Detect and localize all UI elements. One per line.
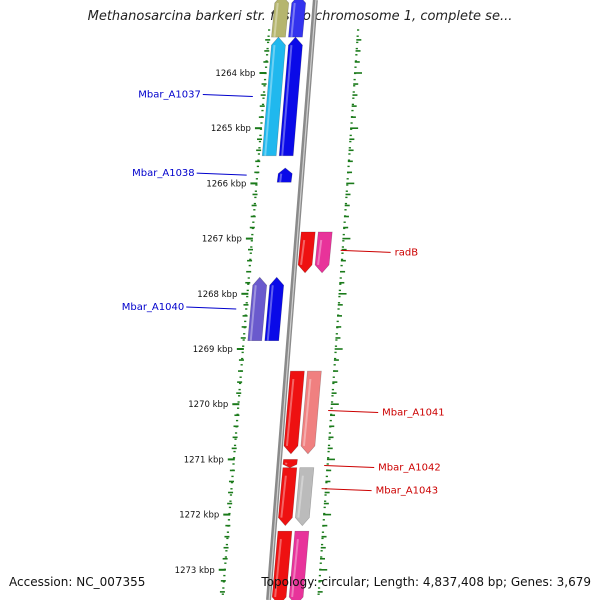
gene-Mbar_A1041-salmon[interactable] [300, 370, 322, 455]
gene-radB-pink[interactable] [314, 231, 333, 274]
gene-bottom-red[interactable] [271, 530, 293, 600]
gene-Mbar_A1038[interactable] [276, 167, 293, 183]
accession-text: Accession: NC_007355 [9, 575, 146, 589]
gene-label-radB[interactable]: radB [395, 247, 419, 258]
summary-text: Topology: circular; Length: 4,837,408 bp… [261, 575, 591, 589]
tick-label: 1264 kbp [215, 69, 255, 79]
label-layer: Mbar_A1037 Mbar_A1038 radB Mbar_A1040 Mbar_A… [122, 89, 445, 496]
gene-Mbar_A1041[interactable] [283, 370, 305, 455]
tick-label: 1271 kbp [184, 455, 224, 465]
tick-label: 1270 kbp [188, 400, 228, 410]
gene-label-Mbar_A1040[interactable]: Mbar_A1040 [122, 302, 185, 313]
gene-label-Mbar_A1042[interactable]: Mbar_A1042 [378, 463, 441, 474]
tick-label: 1265 kbp [211, 124, 251, 134]
backbone-layer [266, 0, 318, 600]
gene-Mbar_A1037-cyan[interactable] [261, 36, 286, 157]
tick-label: 1269 kbp [193, 345, 233, 355]
gene-label-Mbar_A1041[interactable]: Mbar_A1041 [382, 407, 445, 418]
tick-label: 1272 kbp [179, 511, 219, 521]
gene-Mbar_A1040[interactable] [264, 276, 285, 342]
gene-Mbar_A1042[interactable] [282, 459, 298, 469]
tick-layer: 1264 kbp 1265 kbp 1266 kbp 1267 kbp 1268 kbp… [175, 29, 362, 595]
gene-label-Mbar_A1037[interactable]: Mbar_A1037 [138, 89, 201, 100]
gene-Mbar_A1043-gray[interactable] [295, 467, 315, 527]
gene-label-Mbar_A1038[interactable]: Mbar_A1038 [132, 168, 195, 179]
gene-bottom-pink[interactable] [288, 530, 310, 600]
gene-Mbar_A1040-purple[interactable] [247, 276, 268, 342]
gene-radB[interactable] [297, 231, 316, 274]
tick-label: 1268 kbp [197, 290, 237, 300]
tick-label: 1267 kbp [202, 235, 242, 245]
gene-Mbar_A1037[interactable] [278, 36, 303, 157]
tick-label: 1266 kbp [206, 179, 246, 189]
tick-label: 1273 kbp [175, 566, 215, 576]
gene-label-Mbar_A1043[interactable]: Mbar_A1043 [376, 486, 439, 497]
gene-Mbar_A1043[interactable] [278, 467, 298, 527]
gene-layer[interactable] [247, 0, 333, 600]
